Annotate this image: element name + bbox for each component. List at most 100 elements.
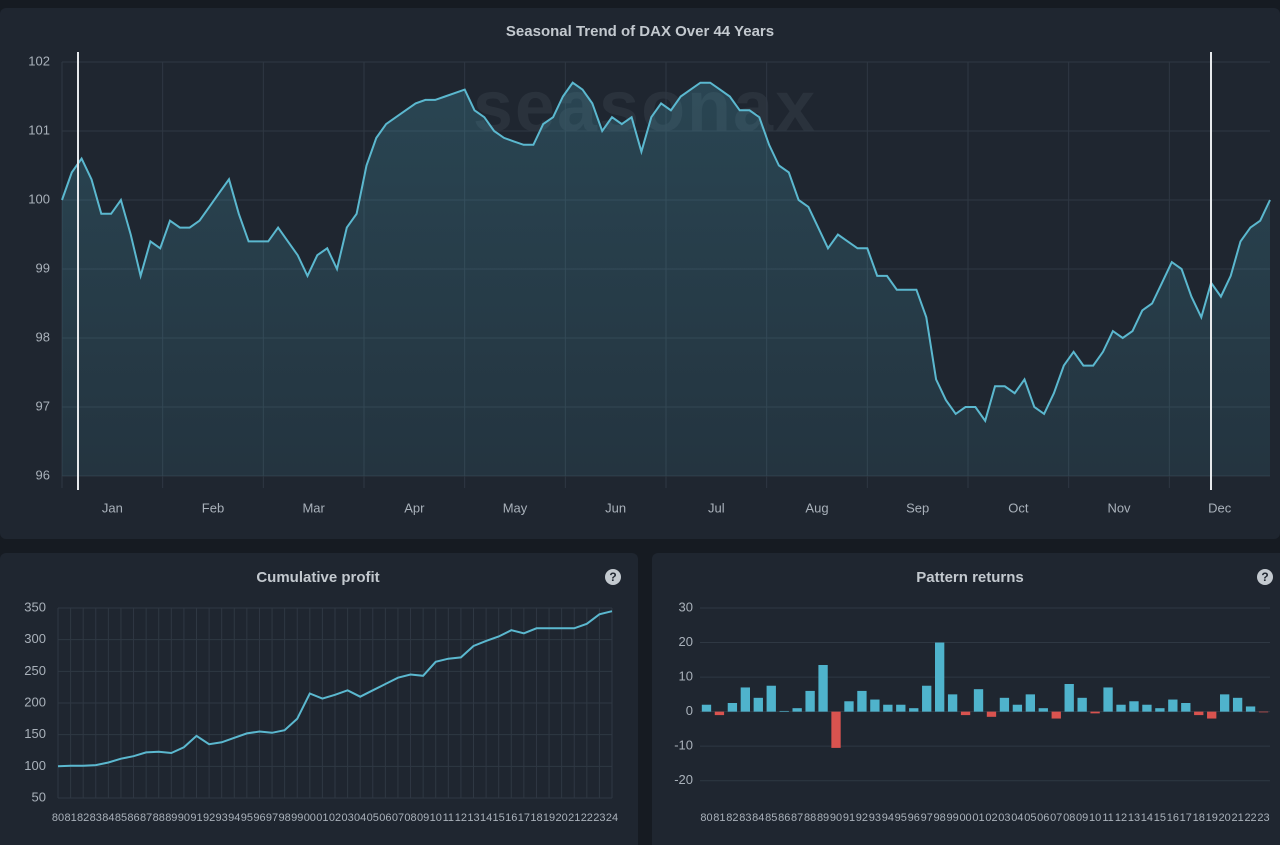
- x-tick-label: 89: [817, 812, 829, 824]
- x-tick-label: 08: [404, 812, 416, 824]
- bar: [1103, 687, 1113, 712]
- y-tick-label: 150: [24, 726, 46, 741]
- x-tick-label: 18: [530, 812, 542, 824]
- x-tick-label: 14: [1141, 812, 1153, 824]
- x-tick-label: 05: [367, 812, 379, 824]
- x-tick-label: Feb: [202, 500, 224, 515]
- bar: [701, 704, 712, 712]
- y-tick-label: 99: [36, 260, 50, 275]
- x-tick-label: 04: [354, 812, 366, 824]
- x-tick-label: 01: [316, 812, 328, 824]
- bar: [1155, 708, 1165, 712]
- x-tick-label: 80: [700, 812, 712, 824]
- x-tick-label: 85: [115, 812, 127, 824]
- bar: [999, 697, 1010, 712]
- y-tick-label: 100: [28, 191, 50, 206]
- bar: [1090, 711, 1100, 714]
- y-tick-label: 30: [679, 599, 693, 614]
- x-tick-label: 94: [228, 812, 240, 824]
- bar: [1051, 711, 1061, 719]
- y-tick-label: 98: [36, 329, 50, 344]
- panel-returns: [652, 553, 1280, 845]
- x-tick-label: Aug: [805, 500, 828, 515]
- bar: [1219, 694, 1230, 712]
- bar: [1142, 704, 1152, 712]
- x-tick-label: 17: [1180, 812, 1192, 824]
- x-tick-label: 03: [998, 812, 1010, 824]
- x-tick-label: 93: [869, 812, 881, 824]
- bar: [1207, 711, 1217, 719]
- y-tick-label: 96: [36, 467, 50, 482]
- x-tick-label: 22: [1244, 812, 1256, 824]
- bar: [1129, 701, 1139, 712]
- x-tick-label: 99: [946, 812, 958, 824]
- bar: [714, 711, 725, 716]
- x-tick-label: 01: [972, 812, 984, 824]
- x-tick-label: 17: [518, 812, 530, 824]
- bar: [1077, 697, 1087, 712]
- x-tick-label: 81: [713, 812, 725, 824]
- x-tick-label: 18: [1193, 812, 1205, 824]
- x-tick-label: 90: [178, 812, 190, 824]
- x-tick-label: 83: [739, 812, 751, 824]
- x-tick-label: 96: [253, 812, 265, 824]
- help-icon[interactable]: [1257, 569, 1273, 585]
- x-tick-label: 98: [934, 812, 946, 824]
- x-tick-label: 23: [593, 812, 605, 824]
- bar: [844, 701, 854, 712]
- y-tick-label: 200: [24, 694, 46, 709]
- chart-title: Cumulative profit: [256, 569, 379, 586]
- x-tick-label: 24: [606, 812, 618, 824]
- x-tick-label: 19: [1206, 812, 1218, 824]
- x-tick-label: 98: [279, 812, 291, 824]
- x-tick-label: 09: [1076, 812, 1088, 824]
- x-tick-label: 81: [64, 812, 76, 824]
- x-tick-label: 08: [1063, 812, 1075, 824]
- x-tick-label: 16: [1167, 812, 1179, 824]
- bar: [1194, 711, 1204, 716]
- bar: [870, 699, 880, 712]
- x-tick-label: 88: [804, 812, 816, 824]
- bar: [934, 642, 945, 712]
- help-icon-text[interactable]: ?: [609, 570, 616, 584]
- x-tick-label: 02: [329, 812, 341, 824]
- y-tick-label: -10: [674, 738, 693, 753]
- x-tick-label: 85: [765, 812, 777, 824]
- help-icon-text[interactable]: ?: [1261, 570, 1268, 584]
- bar: [947, 694, 958, 712]
- x-tick-label: Nov: [1107, 500, 1131, 515]
- x-tick-label: 21: [1231, 812, 1243, 824]
- y-tick-label: 97: [36, 398, 50, 413]
- bar: [1181, 703, 1191, 712]
- bar: [740, 687, 751, 712]
- x-tick-label: May: [503, 500, 528, 515]
- bar: [1038, 708, 1048, 712]
- y-tick-label: 102: [28, 53, 50, 68]
- y-tick-label: 10: [679, 669, 693, 684]
- x-tick-label: 87: [791, 812, 803, 824]
- x-tick-label: 05: [1024, 812, 1036, 824]
- x-tick-label: 86: [778, 812, 790, 824]
- help-icon[interactable]: [605, 569, 621, 585]
- x-tick-label: 11: [1102, 812, 1113, 824]
- x-tick-label: 15: [1154, 812, 1166, 824]
- x-tick-label: 07: [392, 812, 404, 824]
- bar: [805, 690, 815, 712]
- bar: [1064, 684, 1074, 712]
- bar: [1232, 697, 1243, 712]
- x-tick-label: 06: [379, 812, 391, 824]
- panel-cumulative: [0, 553, 638, 845]
- bar: [1012, 704, 1023, 712]
- x-tick-label: 86: [127, 812, 139, 824]
- bar: [973, 689, 984, 712]
- x-tick-label: 10: [430, 812, 442, 824]
- bar: [909, 708, 919, 712]
- x-tick-label: 84: [102, 812, 114, 824]
- x-tick-label: 21: [568, 812, 580, 824]
- x-tick-label: 82: [77, 812, 89, 824]
- bar: [1116, 704, 1126, 712]
- line: [57, 610, 613, 768]
- bar: [922, 685, 932, 712]
- x-tick-label: 80: [52, 812, 64, 824]
- x-tick-label: Sep: [906, 500, 929, 515]
